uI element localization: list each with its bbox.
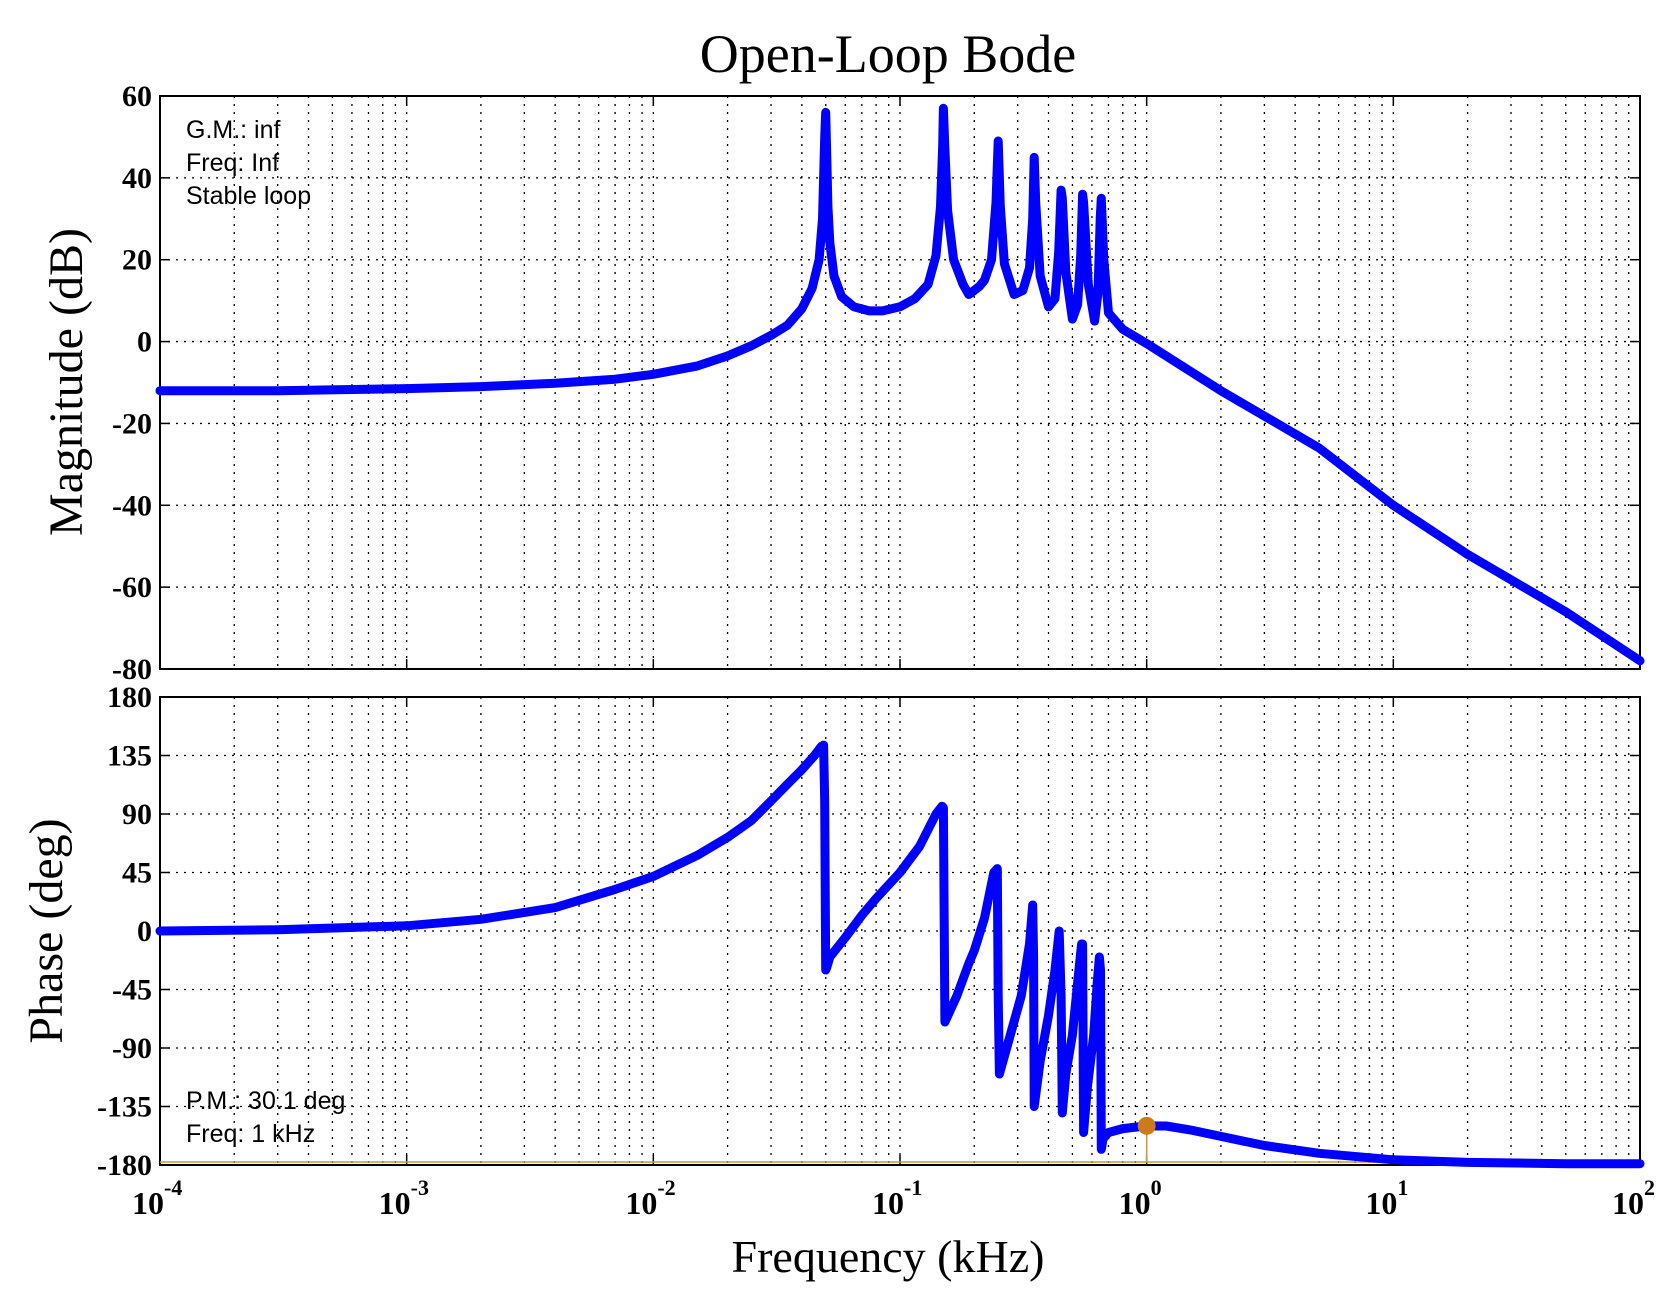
x-tick-exponent: 1 xyxy=(1397,1175,1408,1200)
phase-ticks: 180 135 90 45 0 -45 -90 -135 -180 xyxy=(97,681,1641,1182)
magnitude-y-axis-label: Magnitude (dB) xyxy=(40,228,93,536)
magnitude-series-line xyxy=(155,103,1645,666)
stability-label: Stable loop xyxy=(186,182,311,210)
x-tick-label: 10 xyxy=(1119,1185,1151,1221)
magnitude-tick-label: 20 xyxy=(122,244,152,277)
x-tick-exponent: -2 xyxy=(657,1175,675,1200)
phase-margin-marker xyxy=(1137,1116,1156,1135)
phase-tick-label: 135 xyxy=(107,740,152,773)
phase-tick-label: 90 xyxy=(122,798,152,831)
magnitude-tick-label: 60 xyxy=(122,80,152,113)
magnitude-axes-box xyxy=(159,95,1641,670)
gain-margin-label: G.M.: inf xyxy=(186,116,281,144)
x-tick-label: 10 xyxy=(132,1185,164,1221)
x-tick-exponent: -3 xyxy=(411,1175,429,1200)
magnitude-tick-label: -40 xyxy=(112,489,152,522)
phase-tick-label: 0 xyxy=(137,915,152,948)
magnitude-ticks: 60 40 20 0 -20 -40 -60 -80 xyxy=(112,80,1641,686)
x-tick-label: 10 xyxy=(872,1185,904,1221)
phase-tick-label: 45 xyxy=(122,857,152,890)
x-tick-exponent: 2 xyxy=(1644,1175,1655,1200)
x-tick-label: 10 xyxy=(625,1185,657,1221)
x-tick-exponent: 0 xyxy=(1151,1175,1162,1200)
phase-tick-label: -90 xyxy=(112,1032,152,1065)
phase-tick-label: -180 xyxy=(97,1149,152,1182)
magnitude-tick-label: -80 xyxy=(112,653,152,686)
frequency-tick-labels: 10 -4 10 -3 10 -2 10 -1 10 0 10 1 10 2 xyxy=(132,1175,1655,1221)
x-tick-exponent: -4 xyxy=(164,1175,182,1200)
phase-margin-label: P.M.: 30.1 deg xyxy=(186,1087,345,1115)
x-tick-label: 10 xyxy=(1612,1185,1644,1221)
phase-tick-label: -135 xyxy=(97,1091,152,1124)
magnitude-tick-label: -60 xyxy=(112,571,152,604)
x-tick-label: 10 xyxy=(1365,1185,1397,1221)
phase-series-line xyxy=(155,740,1645,1169)
phase-margin-frequency-label: Freq: 1 kHz xyxy=(186,1120,315,1148)
x-tick-exponent: -1 xyxy=(904,1175,922,1200)
magnitude-tick-label: -20 xyxy=(112,407,152,440)
gain-margin-frequency-label: Freq: Inf xyxy=(186,149,279,177)
phase-y-axis-label: Phase (deg) xyxy=(20,818,73,1043)
phase-panel: 180 135 90 45 0 -45 -90 -135 -180 P.M.: 30.1 deg… xyxy=(20,681,1655,1282)
x-axis-label: Frequency (kHz) xyxy=(732,1231,1045,1282)
phase-tick-label: -45 xyxy=(112,974,152,1007)
magnitude-tick-label: 0 xyxy=(137,326,152,359)
phase-tick-label: 180 xyxy=(107,681,152,714)
magnitude-tick-label: 40 xyxy=(122,162,152,195)
x-tick-label: 10 xyxy=(379,1185,411,1221)
chart-title: Open-Loop Bode xyxy=(700,24,1076,84)
